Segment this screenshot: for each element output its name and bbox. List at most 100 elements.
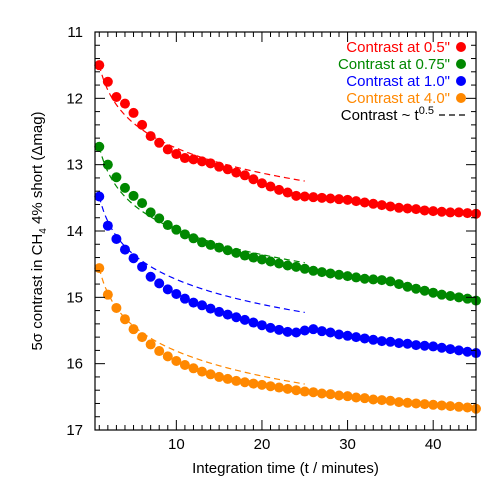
data-point-s1-24 bbox=[299, 263, 310, 274]
data-point-s2-23 bbox=[291, 327, 302, 338]
y-tick-label-16: 16 bbox=[66, 356, 83, 373]
data-point-s3-15 bbox=[222, 373, 233, 384]
data-point-s3-38 bbox=[419, 399, 430, 410]
data-point-s1-17 bbox=[239, 250, 250, 261]
data-point-s1-30 bbox=[351, 272, 362, 283]
data-point-s2-16 bbox=[231, 312, 242, 323]
data-points bbox=[94, 60, 481, 414]
data-point-s0-27 bbox=[325, 193, 336, 204]
data-point-s0-23 bbox=[291, 190, 302, 201]
reference-curve-3 bbox=[98, 267, 305, 385]
data-point-s1-18 bbox=[248, 252, 259, 263]
data-point-s1-9 bbox=[171, 224, 182, 235]
data-point-s3-4 bbox=[128, 324, 139, 335]
data-point-s3-8 bbox=[162, 351, 173, 362]
data-point-s2-15 bbox=[222, 309, 233, 320]
data-point-s1-40 bbox=[436, 289, 447, 300]
data-point-s1-22 bbox=[282, 260, 293, 271]
data-point-s1-0 bbox=[94, 141, 105, 152]
data-point-s0-35 bbox=[393, 202, 404, 213]
data-point-s0-7 bbox=[154, 137, 165, 148]
data-point-s3-5 bbox=[137, 332, 148, 343]
data-point-s2-41 bbox=[445, 344, 456, 355]
data-point-s2-26 bbox=[316, 326, 327, 337]
data-point-s0-38 bbox=[419, 205, 430, 216]
legend-marker-2 bbox=[456, 76, 466, 86]
data-point-s0-41 bbox=[445, 207, 456, 218]
data-point-s1-32 bbox=[368, 274, 379, 285]
data-point-s3-31 bbox=[359, 393, 370, 404]
data-point-s2-4 bbox=[128, 253, 139, 264]
y-axis-title: 5σ contrast in CH4 4% short (Δmag) bbox=[29, 111, 49, 350]
data-point-s2-11 bbox=[188, 297, 199, 308]
x-axis-title: Integration time (t / minutes) bbox=[192, 460, 379, 477]
data-point-s1-16 bbox=[231, 247, 242, 258]
data-point-s0-20 bbox=[265, 181, 276, 192]
data-point-s2-14 bbox=[214, 306, 225, 317]
data-point-s3-25 bbox=[308, 387, 319, 398]
data-point-s0-13 bbox=[205, 158, 216, 169]
data-point-s1-12 bbox=[197, 237, 208, 248]
data-point-s1-7 bbox=[154, 213, 165, 224]
data-point-s3-13 bbox=[205, 369, 216, 380]
data-point-s1-8 bbox=[162, 220, 173, 231]
data-point-s3-20 bbox=[265, 381, 276, 392]
y-tick-label-12: 12 bbox=[66, 90, 83, 107]
data-point-s0-4 bbox=[128, 107, 139, 118]
data-point-s3-32 bbox=[368, 394, 379, 405]
legend: Contrast at 0.5"Contrast at 0.75"Contras… bbox=[338, 39, 468, 124]
data-point-s2-18 bbox=[248, 317, 259, 328]
data-point-s0-19 bbox=[256, 178, 267, 189]
data-point-s2-43 bbox=[462, 346, 473, 357]
data-point-s0-36 bbox=[402, 203, 413, 214]
data-point-s0-25 bbox=[308, 192, 319, 203]
data-point-s2-5 bbox=[137, 261, 148, 272]
data-point-s2-30 bbox=[351, 332, 362, 343]
data-point-s1-19 bbox=[256, 254, 267, 265]
data-point-s1-21 bbox=[274, 258, 285, 269]
data-point-s2-6 bbox=[145, 271, 156, 282]
data-point-s0-32 bbox=[368, 198, 379, 209]
x-tick-label-40: 40 bbox=[425, 436, 442, 453]
data-point-s3-41 bbox=[445, 401, 456, 412]
data-point-s0-34 bbox=[385, 201, 396, 212]
data-point-s2-33 bbox=[376, 336, 387, 347]
data-point-s1-35 bbox=[393, 279, 404, 290]
data-point-s2-1 bbox=[102, 220, 113, 231]
data-point-s0-39 bbox=[428, 206, 439, 217]
data-point-s3-30 bbox=[351, 392, 362, 403]
data-point-s0-31 bbox=[359, 197, 370, 208]
legend-label-reference: Contrast ~ t0.5 bbox=[341, 105, 434, 124]
data-point-s3-23 bbox=[291, 385, 302, 396]
data-point-s3-19 bbox=[256, 379, 267, 390]
data-point-s0-17 bbox=[239, 170, 250, 181]
data-point-s3-26 bbox=[316, 388, 327, 399]
data-point-s1-4 bbox=[128, 190, 139, 201]
y-tick-label-13: 13 bbox=[66, 157, 83, 174]
data-point-s1-33 bbox=[376, 275, 387, 286]
data-point-s0-18 bbox=[248, 174, 259, 185]
data-point-s1-29 bbox=[342, 271, 353, 282]
data-point-s3-7 bbox=[154, 346, 165, 357]
data-point-s1-34 bbox=[385, 276, 396, 287]
data-point-s0-21 bbox=[274, 184, 285, 195]
legend-label-2: Contrast at 1.0" bbox=[346, 73, 450, 90]
data-point-s3-28 bbox=[334, 390, 345, 401]
data-point-s0-37 bbox=[411, 204, 422, 215]
data-point-s3-27 bbox=[325, 389, 336, 400]
y-tick-label-17: 17 bbox=[66, 422, 83, 439]
data-point-s1-25 bbox=[308, 265, 319, 276]
data-point-s2-2 bbox=[111, 233, 122, 244]
legend-label-1: Contrast at 0.75" bbox=[338, 56, 450, 73]
data-point-s1-31 bbox=[359, 273, 370, 284]
data-point-s3-6 bbox=[145, 339, 156, 350]
data-point-s1-1 bbox=[102, 159, 113, 170]
data-point-s2-31 bbox=[359, 333, 370, 344]
data-point-s0-8 bbox=[162, 144, 173, 155]
data-point-s0-12 bbox=[197, 156, 208, 167]
data-point-s2-38 bbox=[419, 340, 430, 351]
data-point-s2-22 bbox=[282, 326, 293, 337]
data-point-s3-3 bbox=[119, 314, 130, 325]
data-point-s2-36 bbox=[402, 338, 413, 349]
data-point-s3-11 bbox=[188, 363, 199, 374]
